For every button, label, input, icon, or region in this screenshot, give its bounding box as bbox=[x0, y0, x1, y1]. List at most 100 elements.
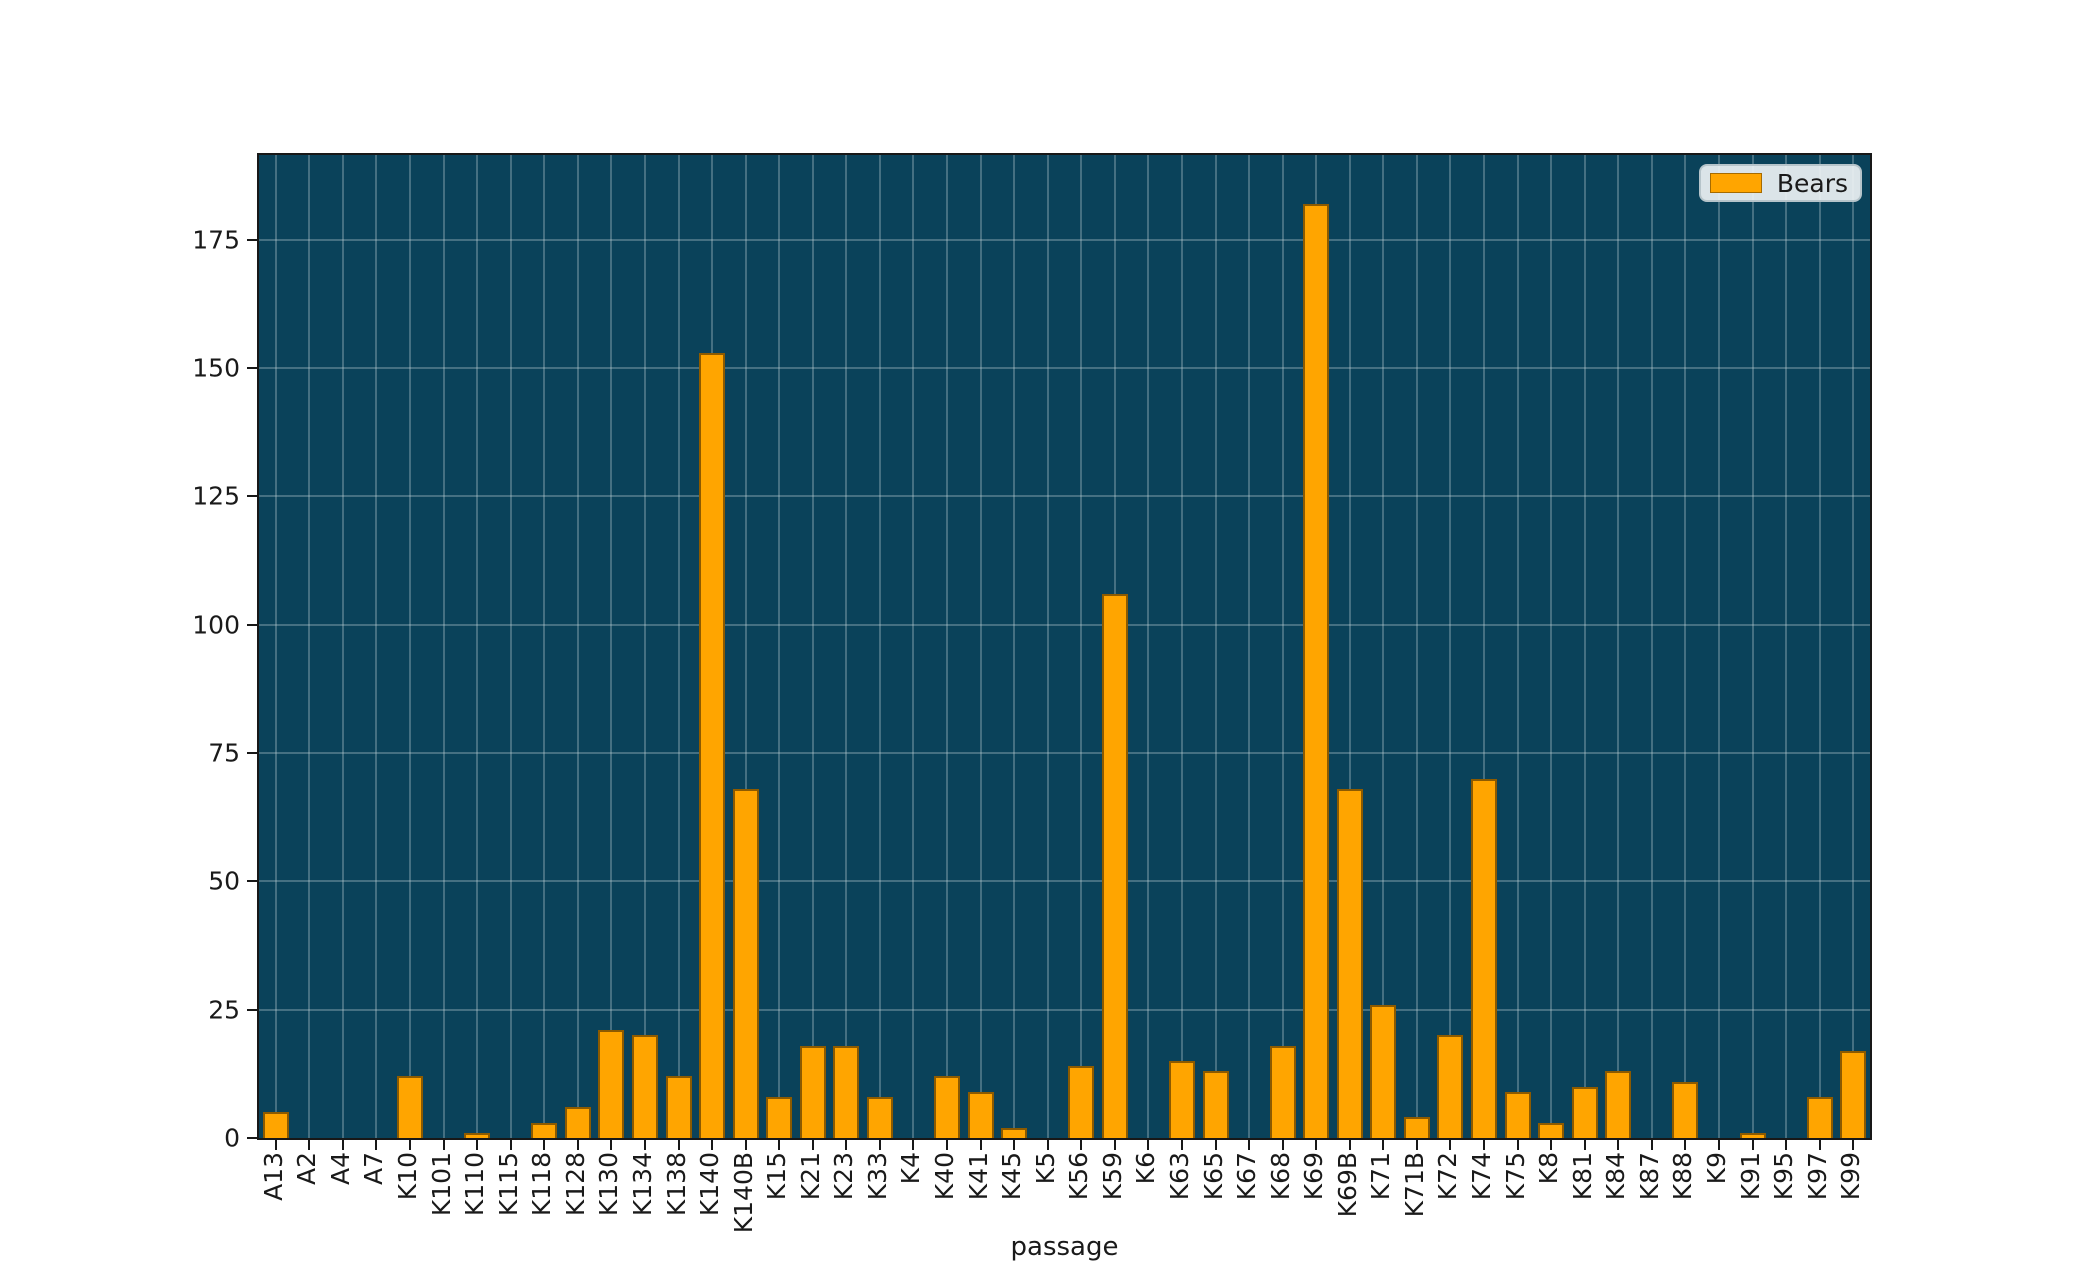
v-gridline bbox=[744, 155, 747, 1138]
x-tick-mark bbox=[1684, 1140, 1687, 1150]
x-tick-mark bbox=[711, 1140, 714, 1150]
x-tick-label: K21 bbox=[795, 1152, 825, 1201]
v-gridline bbox=[677, 155, 680, 1138]
v-gridline bbox=[1717, 155, 1720, 1138]
v-gridline bbox=[1583, 155, 1586, 1138]
x-tick-mark bbox=[1147, 1140, 1150, 1150]
bar bbox=[1101, 593, 1128, 1138]
x-tick-mark bbox=[1281, 1140, 1284, 1150]
x-tick-mark bbox=[1483, 1140, 1486, 1150]
x-tick-label: K115 bbox=[493, 1152, 523, 1217]
x-tick-mark bbox=[1818, 1140, 1821, 1150]
x-tick-label: K75 bbox=[1500, 1152, 1530, 1201]
v-gridline bbox=[1147, 155, 1150, 1138]
x-tick-mark bbox=[845, 1140, 848, 1150]
v-gridline bbox=[1684, 155, 1687, 1138]
x-tick-label: K118 bbox=[527, 1152, 557, 1217]
v-gridline bbox=[1751, 155, 1754, 1138]
x-tick-mark bbox=[811, 1140, 814, 1150]
v-gridline bbox=[1617, 155, 1620, 1138]
x-tick-label: K71B bbox=[1399, 1152, 1429, 1218]
x-tick-label: K84 bbox=[1601, 1152, 1631, 1201]
x-tick-mark bbox=[1315, 1140, 1318, 1150]
x-tick-mark bbox=[1717, 1140, 1720, 1150]
x-tick-label: K8 bbox=[1534, 1152, 1564, 1185]
x-tick-label: K138 bbox=[661, 1152, 691, 1217]
bar bbox=[1571, 1086, 1598, 1138]
bar bbox=[934, 1076, 961, 1138]
v-gridline bbox=[1248, 155, 1251, 1138]
v-gridline bbox=[509, 155, 512, 1138]
x-tick-mark bbox=[1785, 1140, 1788, 1150]
x-tick-label: K67 bbox=[1232, 1152, 1262, 1201]
bar bbox=[1471, 778, 1498, 1138]
x-tick-label: K6 bbox=[1131, 1152, 1161, 1185]
v-gridline bbox=[1852, 155, 1855, 1138]
x-tick-mark bbox=[308, 1140, 311, 1150]
h-gridline bbox=[259, 367, 1870, 370]
bar bbox=[1202, 1071, 1229, 1138]
v-gridline bbox=[946, 155, 949, 1138]
x-tick-mark bbox=[1650, 1140, 1653, 1150]
bar bbox=[1739, 1132, 1766, 1138]
bar bbox=[799, 1045, 826, 1138]
bar bbox=[1303, 203, 1330, 1138]
x-tick-mark bbox=[946, 1140, 949, 1150]
x-tick-label: K40 bbox=[930, 1152, 960, 1201]
h-gridline bbox=[259, 238, 1870, 241]
x-tick-mark bbox=[543, 1140, 546, 1150]
v-gridline bbox=[1281, 155, 1284, 1138]
y-tick-mark bbox=[247, 1008, 257, 1011]
plot-area: Bears bbox=[247, 153, 1872, 1150]
x-tick-mark bbox=[1550, 1140, 1553, 1150]
y-tick-label: 0 bbox=[224, 1123, 240, 1153]
bar bbox=[464, 1132, 491, 1138]
x-tick-label: K59 bbox=[1097, 1152, 1127, 1201]
v-gridline bbox=[979, 155, 982, 1138]
bar bbox=[1504, 1091, 1531, 1138]
y-tick-mark bbox=[247, 367, 257, 370]
x-tick-label: K45 bbox=[997, 1152, 1027, 1201]
y-tick-mark bbox=[247, 623, 257, 626]
x-tick-mark bbox=[610, 1140, 613, 1150]
x-tick-mark bbox=[1080, 1140, 1083, 1150]
bar bbox=[766, 1096, 793, 1138]
x-tick-label: K95 bbox=[1769, 1152, 1799, 1201]
legend-label: Bears bbox=[1776, 168, 1848, 198]
v-gridline bbox=[576, 155, 579, 1138]
x-tick-mark bbox=[274, 1140, 277, 1150]
x-tick-mark bbox=[979, 1140, 982, 1150]
x-tick-label: K72 bbox=[1433, 1152, 1463, 1201]
x-tick-mark bbox=[1852, 1140, 1855, 1150]
y-tick-label: 125 bbox=[192, 481, 240, 511]
y-tick-label: 150 bbox=[192, 353, 240, 383]
x-tick-mark bbox=[1013, 1140, 1016, 1150]
v-gridline bbox=[274, 155, 277, 1138]
v-gridline bbox=[375, 155, 378, 1138]
x-tick-mark bbox=[1113, 1140, 1116, 1150]
y-tick-label: 50 bbox=[208, 866, 240, 896]
v-gridline bbox=[1180, 155, 1183, 1138]
x-tick-mark bbox=[341, 1140, 344, 1150]
x-tick-mark bbox=[476, 1140, 479, 1150]
x-tick-label: K69 bbox=[1299, 1152, 1329, 1201]
x-tick-mark bbox=[509, 1140, 512, 1150]
bar bbox=[1806, 1096, 1833, 1138]
v-gridline bbox=[1785, 155, 1788, 1138]
x-tick-mark bbox=[1583, 1140, 1586, 1150]
v-gridline bbox=[1550, 155, 1553, 1138]
x-tick-mark bbox=[442, 1140, 445, 1150]
x-tick-label: K65 bbox=[1198, 1152, 1228, 1201]
bar bbox=[665, 1076, 692, 1138]
x-tick-mark bbox=[1248, 1140, 1251, 1150]
v-gridline bbox=[1348, 155, 1351, 1138]
bar bbox=[866, 1096, 893, 1138]
bar bbox=[1672, 1081, 1699, 1138]
x-tick-label: K23 bbox=[829, 1152, 859, 1201]
h-gridline bbox=[259, 880, 1870, 883]
h-gridline bbox=[259, 623, 1870, 626]
y-tick-mark bbox=[247, 1137, 257, 1139]
y-tick-label: 175 bbox=[192, 225, 240, 255]
bar bbox=[1269, 1045, 1296, 1138]
